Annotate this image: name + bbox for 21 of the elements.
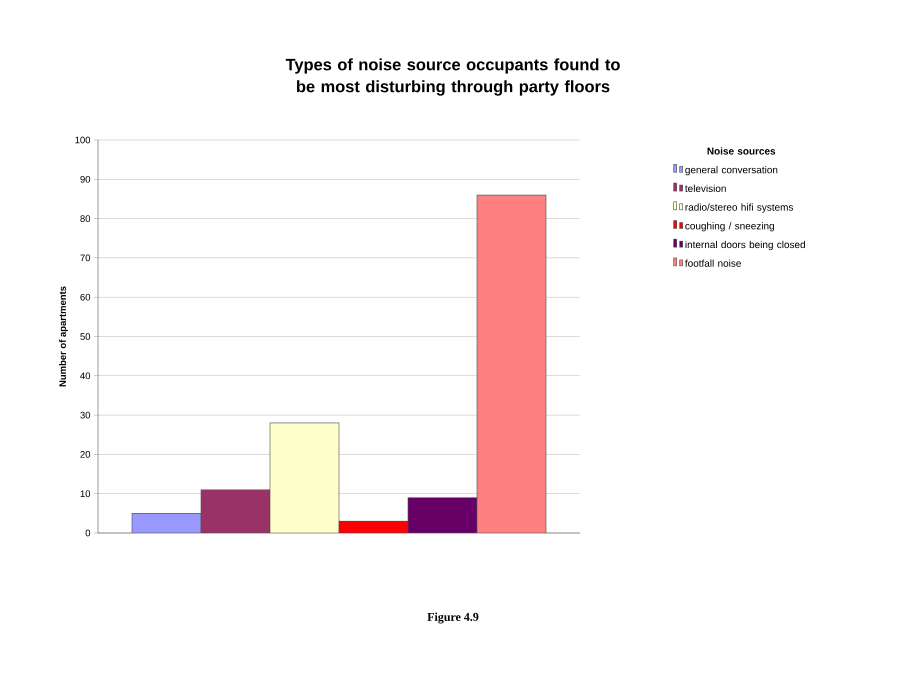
y-tick-label: 20 (80, 451, 90, 458)
y-axis-title: Number of apartments (59, 286, 68, 386)
legend-label: internal doors being closed (686, 240, 805, 250)
legend-label: radio/stereo hifi systems (686, 203, 794, 213)
legend-label: general conversation (685, 166, 778, 176)
y-tick-label: 0 (86, 530, 90, 536)
legend-title: Noise sources (708, 147, 776, 155)
y-tick-label: 100 (75, 136, 90, 144)
legend-label: coughing / sneezing (685, 222, 774, 232)
y-tick-label: 40 (80, 372, 90, 380)
y-tick-label: 60 (80, 294, 90, 301)
legend-label: footfall noise (685, 260, 741, 267)
legend-label: television (685, 184, 726, 192)
y-tick-label: 50 (80, 333, 90, 340)
y-tick-label: 90 (80, 176, 90, 183)
y-tick-label: 70 (80, 254, 90, 262)
y-tick-label: 10 (80, 490, 90, 498)
chart-title: Types of noise source occupants found to be most disturbing through party floors (286, 58, 620, 96)
y-tick-label: 80 (80, 215, 90, 222)
caption: Figure 4.9 (427, 612, 478, 624)
y-tick-label: 30 (80, 412, 90, 418)
